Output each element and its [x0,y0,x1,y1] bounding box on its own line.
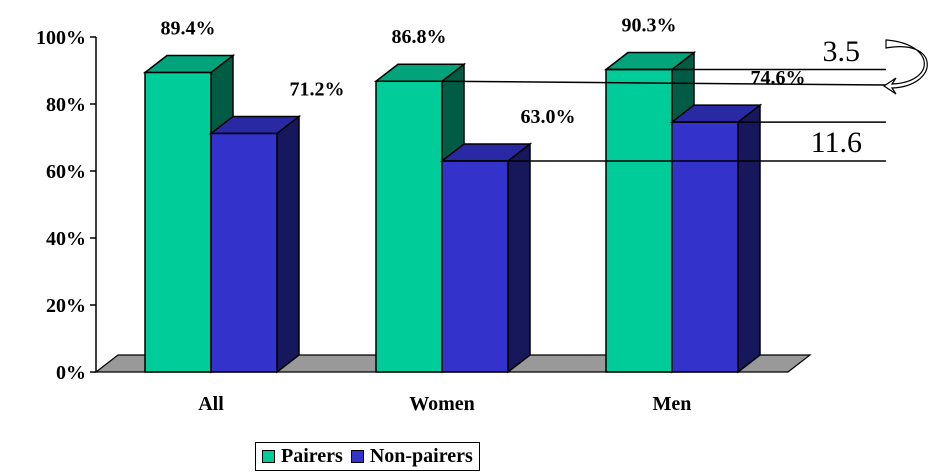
data-label-women-pairers: 86.8% [392,26,447,48]
category-label-all: All [198,393,224,415]
data-label-men-pairers: 90.3% [622,14,677,36]
bar-all-pairers [144,71,212,373]
bar-side-all-non-pairers [276,114,300,374]
bar-women-non-pairers [441,160,509,373]
annotation-difference-pairers: 3.5 [823,35,861,68]
y-tick-label: 60% [46,161,86,183]
bar-men-non-pairers [671,121,739,373]
legend-label-pairers: Pairers [281,445,343,467]
bar-side-men-non-pairers [737,103,761,374]
bar-all-non-pairers [210,132,278,373]
curved-arrow-icon [882,39,928,95]
legend-swatch-pairers [262,450,275,463]
bar-men-pairers [605,68,673,373]
y-tick-label: 40% [46,228,86,250]
legend-item-pairers: Pairers [262,445,343,468]
annotation-difference-non-pairers: 11.6 [811,126,862,159]
bar-chart: 0% 20% 40% 60% 80% 100% 89.4% 71.2% 86.8% 63.0% 90… [36,14,928,415]
data-label-all-non-pairers: 71.2% [290,78,345,100]
bar-women-pairers [375,80,443,373]
y-tick-label: 0% [56,362,86,384]
bar-side-women-non-pairers [507,142,531,374]
reference-line-women-pairers [441,80,887,86]
legend-label-non-pairers: Non-pairers [369,445,473,467]
data-label-men-non-pairers: 74.6% [751,67,806,89]
data-label-women-non-pairers: 63.0% [521,106,576,128]
legend-swatch-non-pairers [350,450,364,463]
legend-item-non-pairers: Non-pairers [350,445,473,468]
category-label-men: Men [653,393,692,415]
data-label-all-pairers: 89.4% [161,18,216,40]
y-tick-label: 80% [46,94,86,116]
y-tick-label: 100% [36,27,86,49]
category-label-women: Women [409,393,475,415]
legend: Pairers Non-pairers [255,442,480,471]
y-tick-label: 20% [46,295,86,317]
